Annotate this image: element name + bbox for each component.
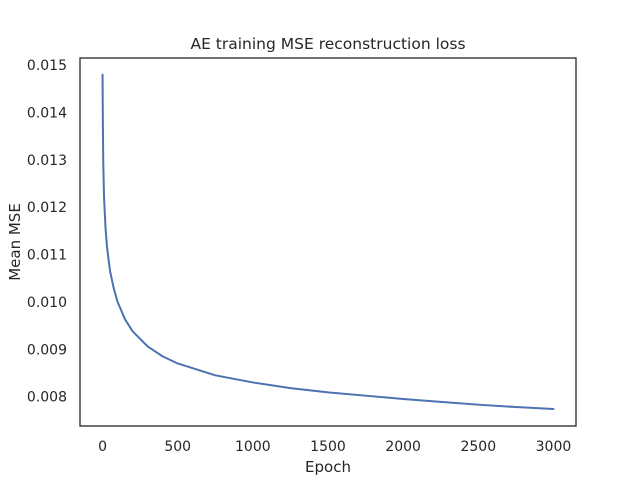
y-tick-label: 0.013 bbox=[27, 153, 67, 169]
x-tick-label: 1500 bbox=[310, 439, 346, 455]
plot-frame bbox=[79, 57, 577, 427]
y-axis-ticks: 0.008 0.009 0.010 0.011 0.012 0.013 0.014 0.015 bbox=[27, 58, 67, 406]
x-tick-label: 2500 bbox=[460, 439, 496, 455]
y-axis-label: Mean MSE bbox=[6, 203, 24, 281]
y-tick-label: 0.008 bbox=[27, 390, 67, 406]
chart-title: AE training MSE reconstruction loss bbox=[190, 35, 465, 53]
y-tick-label: 0.011 bbox=[27, 248, 67, 264]
x-axis-ticks: 0 500 1000 1500 2000 2500 3000 bbox=[98, 439, 571, 455]
x-axis-label: Epoch bbox=[305, 458, 351, 476]
y-tick-label: 0.010 bbox=[27, 295, 67, 311]
y-tick-label: 0.014 bbox=[27, 105, 67, 121]
series-line-mse bbox=[101, 73, 555, 410]
x-tick-label: 0 bbox=[98, 439, 107, 455]
x-tick-label: 1000 bbox=[235, 439, 271, 455]
y-tick-label: 0.009 bbox=[27, 342, 67, 358]
y-tick-label: 0.015 bbox=[27, 58, 67, 74]
x-tick-label: 3000 bbox=[536, 439, 572, 455]
x-tick-label: 500 bbox=[164, 439, 191, 455]
x-tick-label: 2000 bbox=[385, 439, 421, 455]
y-tick-label: 0.012 bbox=[27, 200, 67, 216]
